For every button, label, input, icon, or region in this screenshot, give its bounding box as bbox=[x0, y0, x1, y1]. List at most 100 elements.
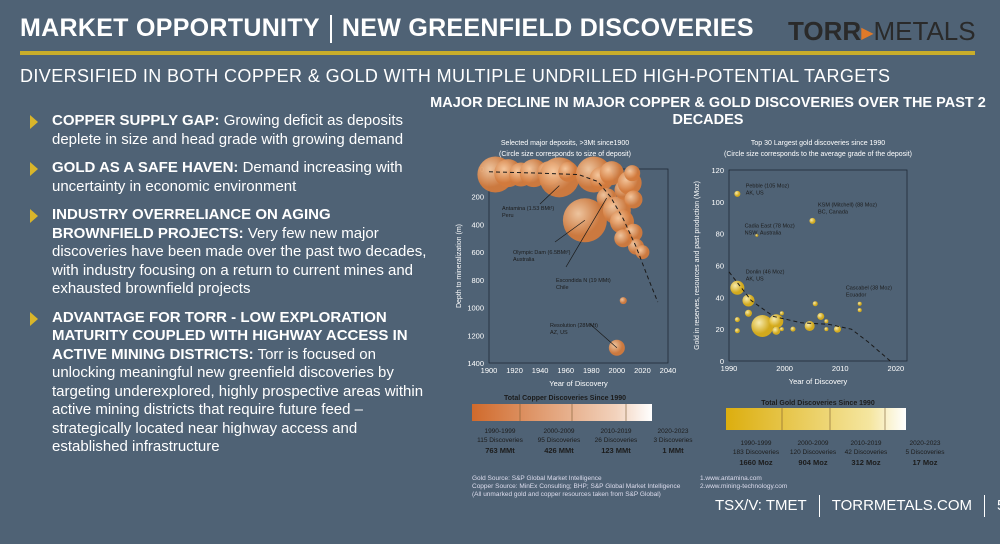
period-total: 426 MMt bbox=[544, 446, 574, 455]
period-count: 3 Discoveries bbox=[653, 437, 693, 444]
period-count: 115 Discoveries bbox=[477, 437, 524, 444]
gold-deposit-bubble bbox=[779, 327, 784, 332]
y-tick-label: 60 bbox=[716, 262, 724, 271]
annotation-label: Escondida N (19 MMt) bbox=[556, 278, 611, 284]
bullet-list: COPPER SUPPLY GAP: Growing deficit as de… bbox=[30, 112, 430, 467]
y-tick-label: 800 bbox=[471, 276, 484, 285]
footer-divider bbox=[818, 495, 820, 517]
source-line: Copper Source: MinEx Consulting; BHP; S&… bbox=[472, 483, 681, 490]
period-total: 904 Moz bbox=[798, 458, 827, 467]
gold-deposit-bubble bbox=[857, 308, 862, 313]
period-total: 17 Moz bbox=[912, 458, 937, 467]
subtitle: DIVERSIFIED IN BOTH COPPER & GOLD WITH M… bbox=[20, 66, 891, 86]
gold-deposit-bubble bbox=[734, 328, 740, 334]
gold-deposit-bubble bbox=[769, 314, 784, 329]
annotation-label: Pebble (105 Moz) bbox=[746, 184, 790, 190]
torr-metals-logo: TORR▶METALS bbox=[788, 16, 976, 47]
period-range: 2000-2009 bbox=[797, 440, 828, 447]
x-tick-label: 1980 bbox=[583, 366, 600, 375]
chart-title: Top 30 Largest gold discoveries since 19… bbox=[751, 140, 885, 147]
website-link[interactable]: TORRMETALS.COM bbox=[831, 496, 972, 514]
gold-totals-title: Total Gold Discoveries Since 1990 bbox=[761, 400, 875, 407]
period-count: 95 Discoveries bbox=[538, 437, 581, 444]
period-count: 42 Discoveries bbox=[845, 449, 888, 456]
bullet-text: Growing deficit as deposits deplete in s… bbox=[52, 112, 404, 148]
bullet-heading: ADVANTAGE FOR TORR - LOW EXPLORATION MAT… bbox=[52, 308, 408, 363]
bullet-text: Very few new major discoveries have been… bbox=[52, 224, 427, 298]
period-range: 2000-2009 bbox=[543, 428, 574, 435]
gold-deposit-bubble bbox=[804, 320, 815, 331]
gold-deposit-bubble bbox=[824, 319, 829, 324]
trend-line bbox=[728, 271, 891, 362]
gold-chart: Top 30 Largest gold discoveries since 19… bbox=[694, 140, 912, 386]
x-axis-label: Year of Discovery bbox=[549, 379, 608, 388]
y-tick-label: 20 bbox=[716, 325, 724, 334]
annotation-leader bbox=[589, 323, 618, 349]
period-count: 26 Discoveries bbox=[595, 437, 638, 444]
bullet-item: GOLD AS A SAFE HAVEN: Demand increasing … bbox=[30, 159, 430, 196]
copper-deposit-bubble bbox=[624, 165, 641, 182]
chart-heading: MAJOR DECLINE IN MAJOR COPPER & GOLD DIS… bbox=[430, 95, 986, 128]
y-tick-label: 80 bbox=[716, 230, 724, 239]
gold-total-bar bbox=[726, 408, 906, 430]
period-count: 120 Discoveries bbox=[790, 449, 837, 456]
bullet-text: Demand increasing with uncertainty in ec… bbox=[52, 159, 403, 195]
y-tick-label: 1000 bbox=[467, 304, 484, 313]
annotation-label: Antamina (1.53 BMt¹) bbox=[502, 206, 554, 212]
y-tick-label: 600 bbox=[471, 248, 484, 257]
title-left: MARKET OPPORTUNITY bbox=[20, 14, 320, 42]
trend-line bbox=[488, 171, 659, 303]
x-tick-label: 1990 bbox=[721, 364, 738, 373]
x-tick-label: 2020 bbox=[888, 364, 905, 373]
gold-deposit-bubble bbox=[833, 325, 841, 333]
period-range: 2020-2023 bbox=[657, 428, 688, 435]
period-total: 123 MMt bbox=[601, 446, 631, 455]
period-total: 312 Moz bbox=[851, 458, 880, 467]
gold-deposit-bubble bbox=[751, 314, 774, 337]
copper-totals-title: Total Copper Discoveries Since 1990 bbox=[504, 395, 626, 402]
chart-title: Selected major deposits, >3Mt since1900 bbox=[501, 140, 629, 147]
x-tick-label: 1940 bbox=[532, 366, 549, 375]
arrow-bullet-icon bbox=[30, 311, 38, 326]
reference-line: 2.www.mining-technology.com bbox=[700, 483, 788, 490]
annotation-label: Cascabel (38 Moz) bbox=[846, 285, 892, 291]
gold-deposit-bubble bbox=[744, 309, 752, 317]
y-tick-label: 40 bbox=[716, 293, 724, 302]
annotation-label: Donlin (46 Moz) bbox=[746, 269, 785, 275]
title-divider bbox=[329, 15, 332, 44]
copper-deposit-bubble bbox=[599, 161, 624, 186]
annotation-label: Olympic Dam (6.5BMt²) bbox=[513, 250, 571, 256]
gold-deposit-bubble bbox=[734, 317, 740, 323]
x-tick-label: 2000 bbox=[776, 364, 793, 373]
annotation-sublabel: Chile bbox=[556, 285, 569, 291]
x-tick-label: 2020 bbox=[634, 366, 651, 375]
period-count: 183 Discoveries bbox=[733, 449, 780, 456]
period-range: 2010-2019 bbox=[600, 428, 631, 435]
period-range: 1990-1999 bbox=[740, 440, 771, 447]
gold-deposit-bubble bbox=[809, 217, 816, 224]
plot-frame bbox=[728, 169, 908, 362]
annotation-leader bbox=[539, 185, 560, 205]
period-count: 5 Discoveries bbox=[905, 449, 945, 456]
arrow-bullet-icon bbox=[30, 115, 38, 129]
logo-bold: TORR bbox=[788, 16, 862, 46]
y-tick-label: 0 bbox=[720, 357, 724, 366]
bullet-item: ADVANTAGE FOR TORR - LOW EXPLORATION MAT… bbox=[30, 309, 430, 457]
copper-deposit-bubble bbox=[619, 297, 627, 305]
copper-total-bar bbox=[472, 404, 652, 421]
annotation-label: Resolution (28MMt) bbox=[550, 323, 598, 329]
bullet-text: Torr is focused on unlocking meaningful … bbox=[52, 345, 424, 456]
copper-deposit-bubble bbox=[635, 245, 650, 260]
copper-deposit-bubble bbox=[624, 190, 643, 209]
footer: TSX/V: TMET TORRMETALS.COM 5 bbox=[715, 495, 1000, 517]
annotation-sublabel: AK, US bbox=[746, 191, 764, 197]
annotation-sublabel: AZ, US bbox=[550, 330, 568, 336]
annotation-leader bbox=[554, 219, 586, 243]
period-total: 1 MMt bbox=[662, 446, 684, 455]
x-tick-label: 2010 bbox=[832, 364, 849, 373]
x-tick-label: 2040 bbox=[660, 366, 677, 375]
annotation-sublabel: Ecuador bbox=[846, 292, 867, 298]
source-line: Gold Source: S&P Global Market Intellige… bbox=[472, 475, 602, 482]
x-tick-label: 1960 bbox=[557, 366, 574, 375]
gold-deposit-bubble bbox=[755, 233, 759, 237]
